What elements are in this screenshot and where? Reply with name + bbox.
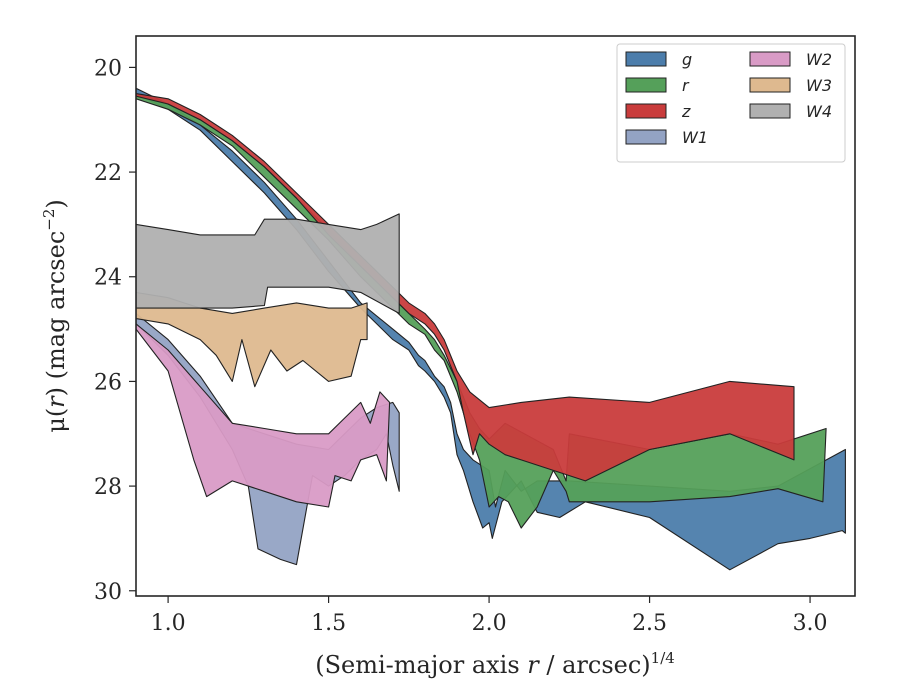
legend-label-g: g <box>682 50 692 69</box>
legend-label-w4: W4 <box>806 102 832 121</box>
x-tick-label: 1.5 <box>311 611 346 636</box>
y-tick-label: 30 <box>94 580 122 605</box>
x-tick-label: 2.5 <box>632 611 667 636</box>
y-tick-label: 24 <box>94 266 122 291</box>
band-layer <box>136 87 846 571</box>
y-tick-label: 20 <box>94 56 122 81</box>
legend-swatch-w1 <box>625 129 667 145</box>
y-tick-label: 26 <box>94 370 122 395</box>
band-g <box>136 87 846 571</box>
band-w2 <box>136 323 391 508</box>
legend-swatch-w3 <box>749 77 791 93</box>
x-tick-label: 1.0 <box>151 611 186 636</box>
legend-swatch-g <box>625 51 667 67</box>
y-tick-label: 22 <box>94 161 122 186</box>
legend-swatch-w2 <box>749 51 791 67</box>
legend-swatch-r <box>625 77 667 93</box>
legend-swatch-w4 <box>749 103 791 119</box>
legend-label-w2: W2 <box>806 50 832 69</box>
legend-swatch-z <box>625 103 667 119</box>
band-w4 <box>136 213 400 314</box>
x-tick-label: 3.0 <box>793 611 828 636</box>
legend: grz W1 W2 W3 W4 <box>616 43 846 163</box>
x-axis-label: (Semi-major axis r / arcsec)1/4 <box>315 649 675 679</box>
x-axis: 1.0 1.5 2.0 2.5 3.0 <box>151 596 828 636</box>
legend-label-w3: W3 <box>806 76 832 95</box>
band-w3 <box>136 291 368 388</box>
legend-label-w1: W1 <box>682 128 708 147</box>
legend-label-r: r <box>682 76 690 95</box>
legend-label-z: z <box>681 102 691 121</box>
x-tick-label: 2.0 <box>472 611 507 636</box>
plot-frame <box>135 35 856 597</box>
y-tick-label: 28 <box>94 475 122 500</box>
legend-frame <box>616 43 846 163</box>
y-axis-label: μ(r) (mag arcsec−2) <box>40 199 70 433</box>
y-axis: 20 22 24 26 28 30 <box>94 56 136 605</box>
